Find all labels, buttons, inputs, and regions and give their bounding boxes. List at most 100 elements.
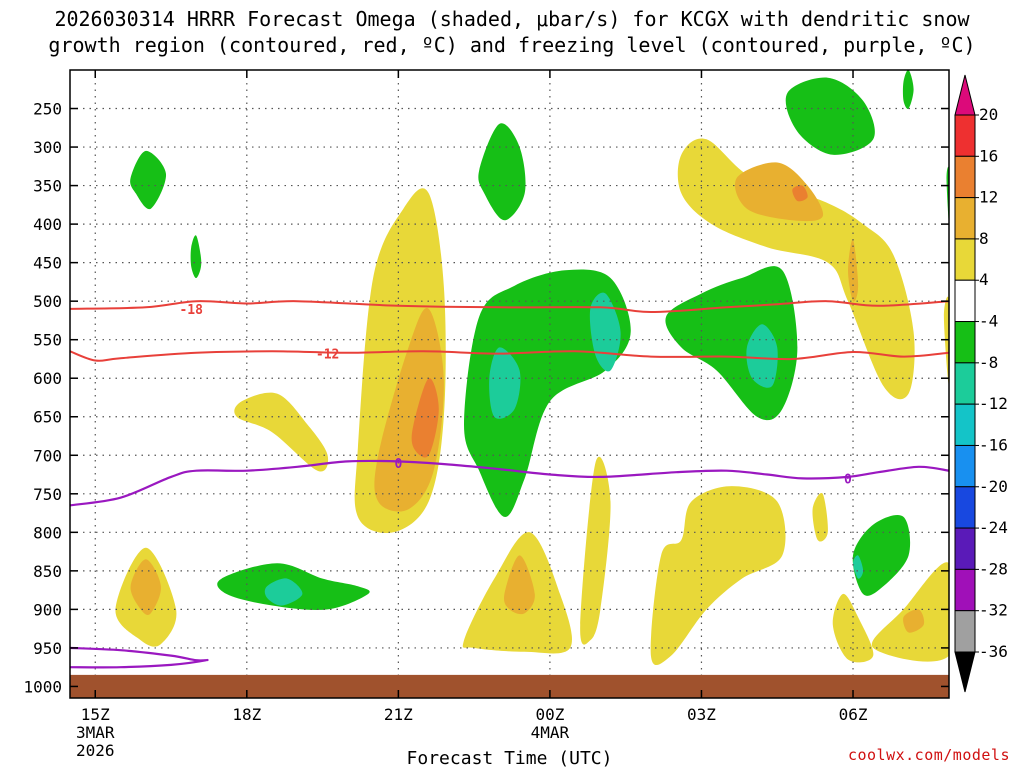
colorbar-bottom-arrow: [954, 651, 976, 693]
omega-region-7: [190, 235, 202, 279]
omega-region-19: [746, 324, 778, 388]
chart-title: 2026030314 HRRR Forecast Omega (shaded, …: [0, 6, 1024, 58]
ground-fill: [70, 674, 949, 698]
colorbar-swatch: [954, 610, 976, 653]
colorbar-label: -12: [979, 394, 1008, 413]
omega-region-5: [411, 377, 439, 458]
omega-region-1: [130, 559, 161, 615]
omega-region-23: [848, 239, 859, 302]
omega-shading: [115, 70, 949, 666]
low-freezing-contour: [70, 646, 209, 669]
omega-region-31: [812, 493, 828, 542]
colorbar-label: 20: [979, 105, 998, 124]
colorbar-label: -4: [979, 312, 998, 331]
x-tick-label: 00Z: [535, 705, 564, 724]
y-tick-label: 750: [33, 485, 62, 504]
y-tick-label: 850: [33, 562, 62, 581]
freezing-level-line: [70, 459, 949, 507]
y-tick-label: 600: [33, 369, 62, 388]
colorbar-swatch: [954, 155, 976, 199]
freezing-level-label-1: 0: [844, 472, 852, 487]
colorbar-swatch: [954, 568, 976, 612]
omega-region-22: [792, 185, 808, 202]
omega-region-32: [943, 296, 949, 386]
contours: -18 -12 0 0: [70, 300, 949, 669]
y-tick-label: 800: [33, 523, 62, 542]
omega-region-20: [677, 138, 915, 400]
colorbar-label: 8: [979, 229, 989, 248]
omega-region-17: [650, 486, 786, 666]
x-tick-label: 03Z: [687, 705, 716, 724]
colorbar-swatch: [954, 362, 976, 405]
title-line-1: 2026030314 HRRR Forecast Omega (shaded, …: [54, 7, 970, 31]
omega-region-6: [130, 150, 167, 210]
y-tick-label: 300: [33, 138, 62, 157]
y-tick-label: 550: [33, 331, 62, 350]
x-axis-title: Forecast Time (UTC): [407, 748, 613, 768]
dgz-contour-label: -12: [316, 348, 339, 363]
omega-region-18: [665, 266, 798, 421]
omega-region-25: [902, 70, 914, 109]
omega-region-30: [903, 609, 925, 633]
credit-text: coolwx.com/models: [847, 746, 1010, 764]
colorbar-top-arrow: [954, 74, 976, 116]
omega-region-15: [503, 555, 535, 615]
omega-region-27: [853, 555, 864, 579]
omega-region-21: [734, 162, 824, 222]
colorbar-swatch: [954, 114, 976, 157]
x-tick-year: 2026: [76, 741, 115, 760]
y-tick-label: 1000: [23, 677, 62, 696]
x-tick-date: 3MAR: [76, 723, 115, 742]
dgz-contour-label: -18: [179, 303, 203, 318]
colorbar-swatch: [954, 527, 976, 570]
omega-region-28: [832, 593, 874, 663]
dgz-contour-line: [70, 300, 949, 314]
colorbar-label: -32: [979, 601, 1008, 620]
x-tick-date: 4MAR: [531, 723, 570, 742]
y-tick-label: 500: [33, 292, 62, 311]
x-tick-label: 21Z: [384, 705, 413, 724]
colorbar-swatch: [954, 238, 976, 281]
colorbar-label: -24: [979, 518, 1008, 537]
colorbar-swatch: [954, 486, 976, 529]
y-tick-label: 350: [33, 177, 62, 196]
colorbar-swatch: [954, 403, 976, 446]
colorbar-label: -28: [979, 559, 1008, 578]
dgz-contour-line: [70, 350, 949, 362]
y-tick-label: 700: [33, 446, 62, 465]
omega-region-16: [580, 456, 611, 645]
y-tick-label: 650: [33, 408, 62, 427]
colorbar-label: 16: [979, 146, 998, 165]
omega-region-12: [489, 347, 521, 419]
colorbar-label: -20: [979, 477, 1008, 496]
colorbar-swatch: [954, 197, 976, 240]
colorbar-swatch: [954, 321, 976, 364]
colorbar-label: -16: [979, 435, 1008, 454]
colorbar-swatch: [954, 279, 976, 323]
colorbar-label: 12: [979, 188, 998, 207]
y-tick-label: 400: [33, 215, 62, 234]
freezing-level-label-0: 0: [394, 457, 402, 472]
colorbar-label: 4: [979, 270, 989, 289]
y-tick-label: 450: [33, 254, 62, 273]
omega-region-10: [478, 123, 526, 221]
colorbar: 20 16 12 8 4 -4 -8 -12 -16 -20 -24 -28 -32 -36: [954, 74, 1008, 693]
omega-region-9: [264, 578, 303, 606]
omega-region-26: [852, 515, 911, 596]
x-tick-label: 18Z: [232, 705, 261, 724]
x-tick-label: 06Z: [839, 705, 868, 724]
omega-region-2: [234, 392, 329, 472]
y-tick-label: 250: [33, 100, 62, 119]
y-axis: 250 300 350 400 450 500 550 600 650 700 750 800 850 9…: [23, 100, 949, 696]
colorbar-swatch: [954, 444, 976, 488]
title-line-2: growth region (contoured, red, ºC) and f…: [48, 33, 976, 57]
omega-region-24: [785, 77, 875, 155]
y-tick-label: 900: [33, 600, 62, 619]
x-tick-label: 15Z: [81, 705, 110, 724]
y-tick-label: 950: [33, 639, 62, 658]
colorbar-label: -8: [979, 353, 998, 372]
plot-frame: [69, 69, 950, 699]
colorbar-label: -36: [979, 642, 1008, 661]
